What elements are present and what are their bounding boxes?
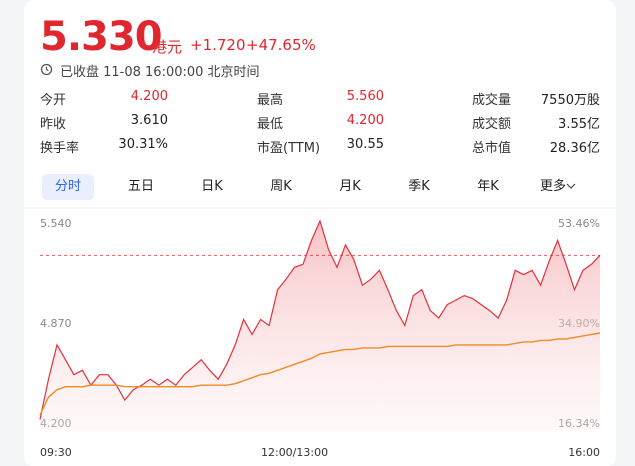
tab[interactable]: 更多 [532,174,584,200]
stat-label: 总市值 [472,141,512,156]
stat-label: 市盈(TTM) [257,141,321,156]
stat-label: 最低 [257,117,284,132]
x-tick-label: 12:00/13:00 [261,446,328,459]
currency: 港元 [152,38,183,56]
tab[interactable]: 周K [270,179,292,194]
stat-label: 换手率 [40,141,80,156]
y-tick-label: 4.870 [40,317,72,330]
y2-tick-label: 53.46% [558,217,600,230]
y-tick-label: 5.540 [40,217,72,230]
stat-label: 今开 [40,93,67,108]
tab[interactable]: 分时 [42,174,94,200]
stat-value: 30.55 [346,137,384,152]
tab[interactable]: 五日 [127,179,154,194]
stat-value: 7550万股 [540,93,600,108]
x-tick-label: 16:00 [568,446,600,459]
tab[interactable]: 日K [201,179,223,194]
chevron [566,183,576,189]
chart: 5.5404.8704.20053.46%34.90%16.34%09:3012… [25,207,616,459]
stat-value: 30.31% [118,137,168,152]
tab-label: 更多 [539,179,566,194]
tab[interactable]: 季K [408,179,430,194]
stat-value: 4.200 [130,89,168,104]
stat-value: 28.36亿 [549,141,600,156]
price: 5.330 [40,14,163,60]
price-line [39,219,601,420]
stat-label: 成交量 [472,93,512,108]
market-status: 已收盘 11-08 16:00:00 北京时间 [60,65,260,80]
stat-value: 3.55亿 [558,117,600,132]
clock-icon [40,63,53,76]
stat-label: 最高 [257,93,284,108]
x-tick-label: 09:30 [40,446,72,459]
stat-value: 5.560 [346,89,384,104]
stat-value: 4.200 [346,113,384,128]
price-line [39,332,601,416]
tab[interactable]: 月K [339,179,361,194]
change-pct: +47.65% [246,36,316,54]
tab[interactable]: 年K [477,179,499,194]
change: +1.720 [190,36,246,54]
stat-label: 昨收 [40,117,67,132]
stat-label: 成交额 [472,117,512,132]
stat-value: 3.610 [130,113,168,128]
area-fill [40,221,600,430]
